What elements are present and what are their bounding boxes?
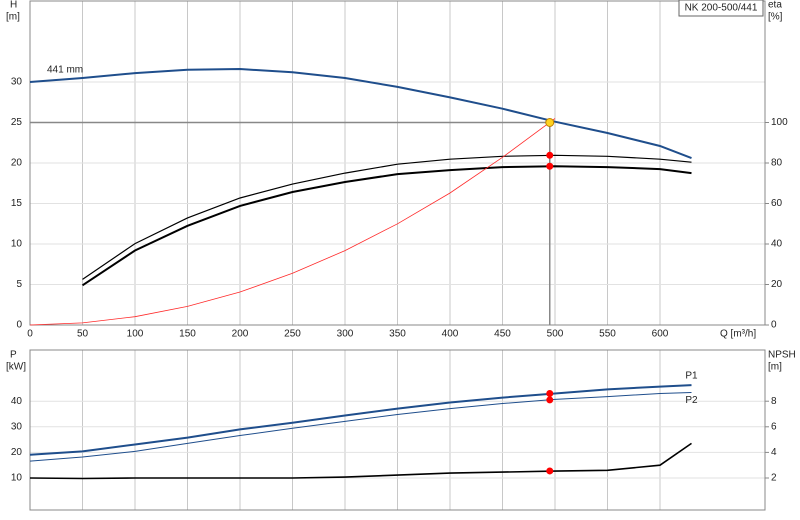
title-box bbox=[678, 0, 764, 17]
y-tick-label: 20 bbox=[11, 447, 23, 458]
x-tick-label: 300 bbox=[337, 329, 354, 340]
plot-frame bbox=[29, 0, 766, 326]
y2-axis-label: NPSH bbox=[768, 350, 796, 361]
x-tick-label: 200 bbox=[232, 329, 249, 340]
y2-axis-unit: [m] bbox=[768, 362, 782, 373]
x-tick-label: 400 bbox=[442, 329, 459, 340]
x-tick-label: 150 bbox=[179, 329, 196, 340]
chart-title: NK 200-500/441 bbox=[685, 3, 758, 14]
curve bbox=[29, 67, 692, 160]
y-tick-label: 30 bbox=[11, 77, 23, 88]
y-tick-label: 15 bbox=[11, 198, 23, 209]
series-label: P2 bbox=[685, 395, 698, 406]
curve bbox=[29, 392, 692, 462]
y2-tick-label: 60 bbox=[771, 198, 783, 209]
plot-frame bbox=[29, 349, 766, 511]
duty-dot bbox=[546, 151, 554, 159]
y-tick-label: 5 bbox=[16, 279, 22, 290]
y2-tick-label: 0 bbox=[771, 320, 777, 331]
curve bbox=[29, 442, 692, 480]
y-tick-label: 40 bbox=[11, 396, 23, 407]
y2-axis-unit: [%] bbox=[768, 12, 783, 23]
x-tick-label: 450 bbox=[494, 329, 511, 340]
y-axis-unit: [m] bbox=[6, 12, 20, 23]
y2-tick-label: 40 bbox=[771, 239, 783, 250]
y2-axis-label: eta bbox=[768, 0, 782, 11]
series-label: 441 mm bbox=[47, 65, 83, 76]
y-tick-label: 20 bbox=[11, 158, 23, 169]
y2-tick-label: 4 bbox=[771, 447, 777, 458]
y2-tick-label: 100 bbox=[771, 117, 788, 128]
curve bbox=[29, 384, 692, 456]
y2-tick-label: 80 bbox=[771, 158, 783, 169]
y-tick-label: 10 bbox=[11, 239, 23, 250]
x-tick-label: 250 bbox=[284, 329, 301, 340]
y-tick-label: 10 bbox=[11, 473, 23, 484]
curve bbox=[81, 165, 692, 287]
y-axis-unit: [kW] bbox=[6, 362, 26, 373]
x-tick-label: 0 bbox=[27, 329, 33, 340]
x-tick-label: 350 bbox=[389, 329, 406, 340]
y2-tick-label: 6 bbox=[771, 421, 777, 432]
duty-dot bbox=[546, 390, 554, 398]
duty-dot bbox=[546, 162, 554, 170]
duty-dot bbox=[546, 467, 554, 475]
x-tick-label: 50 bbox=[77, 329, 89, 340]
x-tick-label: 600 bbox=[652, 329, 669, 340]
duty-dot bbox=[546, 396, 554, 404]
x-tick-label: 500 bbox=[547, 329, 564, 340]
duty-point bbox=[545, 118, 555, 127]
x-tick-label: 550 bbox=[599, 329, 616, 340]
series-label: P1 bbox=[685, 371, 698, 382]
y2-tick-label: 2 bbox=[771, 473, 777, 484]
y-axis-label: H bbox=[10, 0, 17, 11]
y-tick-label: 0 bbox=[16, 320, 22, 331]
y-tick-label: 30 bbox=[11, 421, 23, 432]
y2-tick-label: 20 bbox=[771, 279, 783, 290]
x-tick-label: 100 bbox=[127, 329, 144, 340]
y2-tick-label: 8 bbox=[771, 396, 777, 407]
y-axis-label: P bbox=[10, 350, 17, 361]
curve bbox=[82, 154, 692, 280]
curve bbox=[29, 118, 556, 326]
y-tick-label: 25 bbox=[11, 117, 23, 128]
x-axis-label: Q [m³/h] bbox=[720, 329, 756, 340]
